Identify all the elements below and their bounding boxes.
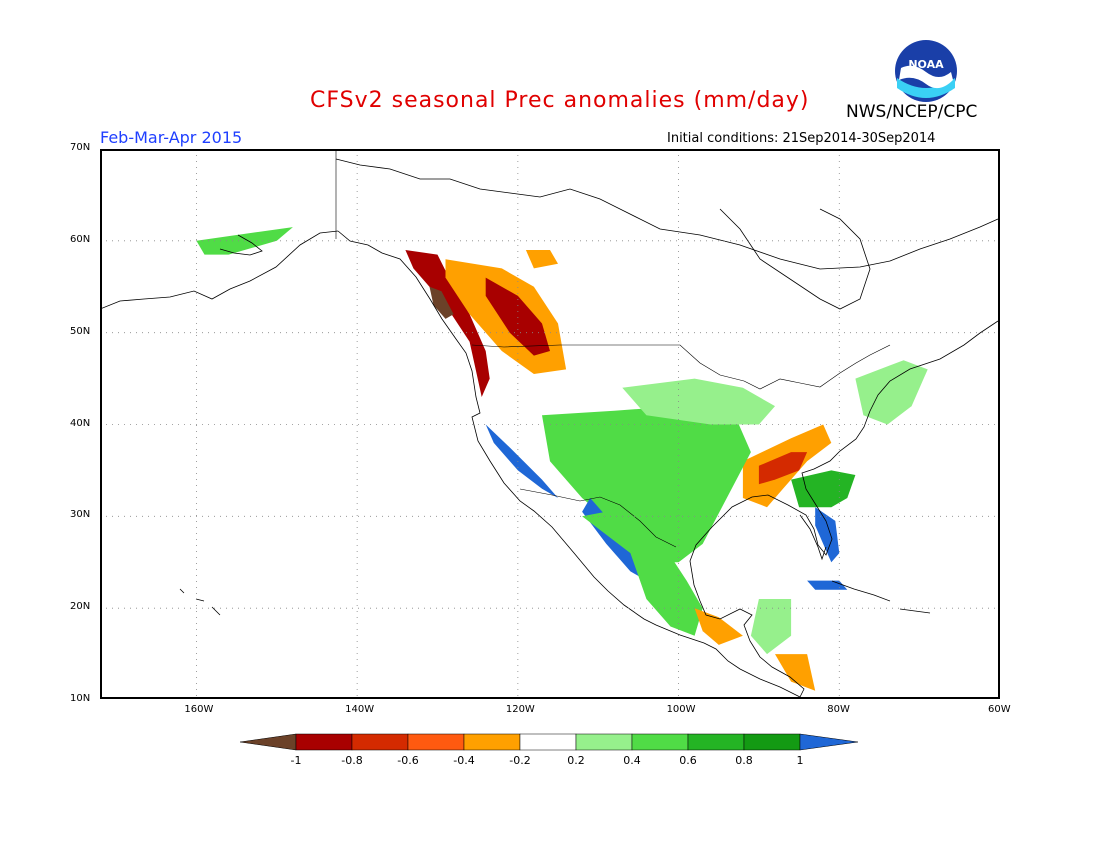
anomaly-region-great-plains [542,406,751,563]
lon-tick-label: 80W [827,704,850,715]
anomaly-region-central-america-green [750,599,792,655]
legend-box [351,733,409,751]
lat-tick-label: 40N [70,417,91,429]
precipitation-anomaly-map [100,149,1000,700]
legend-label: -0.4 [453,754,474,767]
anomaly-region-bc-interior-core [485,277,550,356]
anomaly-region-northeast-green [855,360,928,425]
anomaly-region-canadian-rockies-north [525,250,558,269]
border-us-mexico [519,488,677,548]
lon-tick-label: 120W [505,704,535,715]
lat-tick-label: 10N [70,693,91,704]
logo-text: NOAA [908,58,944,71]
coastline-alaska [100,230,339,310]
chart-title: CFSv2 seasonal Prec anomalies (mm/day) [310,88,810,113]
legend-label: -1 [291,754,302,767]
legend-arrow-low [240,733,297,751]
legend-arrow-high [799,733,859,751]
anomaly-region-southeast-us-core [758,452,808,485]
lon-tick-label: 160W [184,704,214,715]
coastline-north-america [337,230,999,698]
legend-label: 0.8 [735,754,753,767]
noaa-logo: NOAA [893,38,959,104]
coastline-hudson-bay [719,208,871,310]
legend-box [631,733,689,751]
legend-label: -0.6 [397,754,418,767]
anomaly-region-midwest-light [622,378,775,425]
legend-box [575,733,633,751]
legend-boxes [240,733,859,751]
anomaly-region-panama-orange [775,654,816,691]
agency-label: NWS/NCEP/CPC [846,102,978,122]
lon-tick-label: 100W [666,704,696,715]
lon-tick-label: 140W [345,704,375,715]
legend-box [295,733,353,751]
legend-label: -0.2 [509,754,530,767]
color-legend: -1 -0.8 -0.6 -0.4 -0.2 0.2 0.4 0.6 0.8 1 [240,733,859,767]
anomaly-region-bc-coast-core [429,286,454,319]
anomaly-region-southwest-coast [485,424,558,498]
gridlines [100,149,1000,700]
legend-box [687,733,745,751]
border-us-canada [471,344,891,390]
coastline-florida [799,514,827,561]
map-frame [100,149,1000,699]
lat-tick-label: 30N [70,509,91,521]
anomaly-region-central-america-orange [694,608,743,645]
lat-tick-label: 60N [70,233,91,245]
legend-label: 0.2 [567,754,585,767]
legend-label: 0.4 [623,754,641,767]
season-label: Feb-Mar-Apr 2015 [100,128,243,147]
legend-box [463,733,521,751]
legend-labels: -1 -0.8 -0.6 -0.4 -0.2 0.2 0.4 0.6 0.8 1 [291,754,804,767]
coastline-arctic [335,158,999,270]
legend-box [407,733,465,751]
legend-label: -0.8 [341,754,362,767]
legend-box [519,733,577,751]
lat-tick-label: 50N [70,325,91,337]
anomaly-region-florida [815,507,840,563]
legend-box [743,733,801,751]
lat-tick-label: 70N [70,142,91,153]
legend-label: 1 [797,754,804,767]
legend-label: 0.6 [679,754,697,767]
lat-tick-label: 20N [70,601,91,613]
political-borders [335,149,891,548]
initial-conditions-label: Initial conditions: 21Sep2014-30Sep2014 [667,131,936,146]
coastlines [100,158,999,698]
lon-tick-label: 60W [988,704,1011,715]
anomaly-region-mexico-interior [582,507,703,636]
coastline-hawaii [179,588,221,616]
coastline-cuba [831,580,931,614]
